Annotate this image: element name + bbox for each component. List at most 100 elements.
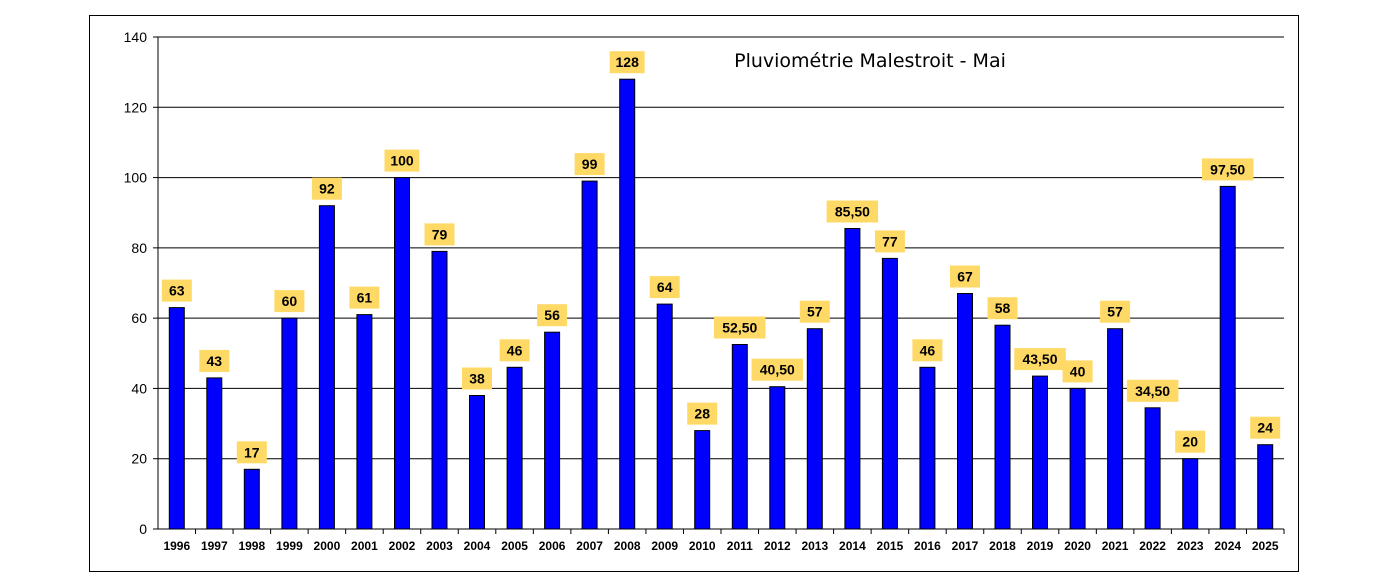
data-label: 79: [432, 226, 448, 242]
data-label-bg: [826, 200, 879, 223]
bar: [506, 366, 523, 530]
data-label-bg: [574, 153, 605, 176]
x-tick-label: 1997: [201, 539, 228, 553]
data-label: 52,50: [722, 320, 757, 336]
x-tick-label: 2025: [1252, 539, 1279, 553]
bar: [281, 317, 298, 530]
bar: [619, 78, 636, 530]
data-label: 92: [319, 181, 335, 197]
data-label: 28: [694, 406, 710, 422]
bar: [544, 331, 561, 530]
x-tick-label: 2005: [501, 539, 528, 553]
y-tick-label: 40: [131, 380, 147, 396]
bar: [1182, 458, 1199, 530]
bar: [1069, 387, 1086, 530]
bar: [1219, 185, 1236, 530]
data-label-bg: [349, 286, 380, 309]
data-label: 57: [1107, 304, 1123, 320]
x-tick-label: 2021: [1102, 539, 1129, 553]
data-label: 34,50: [1135, 383, 1170, 399]
x-tick-label: 2017: [952, 539, 979, 553]
data-label-bg: [874, 230, 905, 253]
data-label-bg: [609, 51, 645, 74]
data-label: 46: [920, 342, 936, 358]
x-tick-label: 2004: [464, 539, 491, 553]
data-label: 56: [544, 307, 560, 323]
bar: [806, 328, 823, 530]
y-tick-label: 20: [131, 451, 147, 467]
y-tick-label: 80: [131, 240, 147, 256]
bar: [957, 293, 973, 530]
data-label-bg: [462, 367, 492, 390]
chart-title: Pluviométrie Malestroit - Mai: [734, 50, 1006, 72]
data-label: 43: [207, 353, 223, 369]
data-label-bg: [537, 304, 568, 327]
data-label: 63: [169, 283, 185, 299]
x-tick-label: 2019: [1027, 539, 1054, 553]
x-tick-label: 2010: [689, 539, 716, 553]
data-label-bg: [1100, 300, 1131, 323]
bar: [769, 386, 786, 530]
y-tick-label: 0: [139, 521, 147, 537]
x-tick-label: 2007: [576, 539, 603, 553]
y-tick-label: 60: [131, 310, 147, 326]
bar: [356, 314, 373, 530]
data-label: 99: [582, 156, 598, 172]
bar: [581, 180, 598, 530]
bar: [731, 344, 748, 530]
data-label-bg: [1014, 348, 1066, 371]
x-tick-label: 2016: [914, 539, 941, 553]
x-tick-label: 2002: [389, 539, 416, 553]
x-tick-label: 2003: [426, 539, 453, 553]
x-tick-label: 1999: [276, 539, 303, 553]
data-label: 61: [357, 290, 373, 306]
data-label-bg: [1062, 360, 1093, 383]
x-tick-label: 2015: [877, 539, 904, 553]
x-tick-label: 2000: [314, 539, 341, 553]
x-tick-label: 2006: [539, 539, 566, 553]
data-label: 77: [882, 233, 898, 249]
data-label-bg: [499, 339, 530, 362]
data-label-bg: [714, 316, 766, 339]
data-label-bg: [987, 297, 1018, 320]
bar: [1107, 328, 1124, 530]
bar: [1257, 444, 1274, 530]
data-label: 24: [1257, 420, 1273, 436]
data-label-bg: [950, 265, 980, 288]
bar: [394, 177, 410, 530]
data-label-bg: [236, 441, 267, 464]
x-tick-label: 2014: [839, 539, 866, 553]
axis-layer: 0 20 40 60 80 100 120 140 1996 1997 1998 1999 2000 20…: [124, 29, 1285, 553]
x-tick-label: 2011: [727, 539, 753, 553]
bar: [431, 250, 448, 530]
x-tick-label: 1998: [238, 539, 265, 553]
x-tick-label: 2018: [989, 539, 1016, 553]
x-tick-label: 2009: [651, 539, 678, 553]
x-tick-label: 2022: [1139, 539, 1166, 553]
data-label: 60: [282, 293, 298, 309]
data-label-bg: [912, 339, 943, 362]
data-label-bg: [1202, 158, 1254, 181]
data-label: 97,50: [1210, 161, 1245, 177]
grid-layer: [158, 36, 1284, 460]
data-label: 58: [995, 300, 1011, 316]
data-label: 100: [390, 153, 414, 169]
y-tick-label: 100: [124, 170, 148, 186]
data-label-bg: [274, 290, 305, 313]
bar: [318, 205, 335, 530]
data-label-bg: [751, 358, 803, 381]
data-label: 57: [807, 304, 823, 320]
bar: [994, 324, 1011, 530]
data-label-bg: [1175, 430, 1206, 453]
bar: [656, 303, 673, 530]
data-label: 85,50: [835, 204, 870, 220]
bar: [1144, 407, 1161, 530]
bar: [206, 377, 223, 530]
bar: [469, 395, 485, 530]
bar: [844, 228, 861, 530]
data-label: 67: [957, 269, 973, 285]
data-label: 17: [244, 444, 260, 460]
data-label-bg: [687, 402, 718, 425]
bar: [919, 366, 936, 530]
